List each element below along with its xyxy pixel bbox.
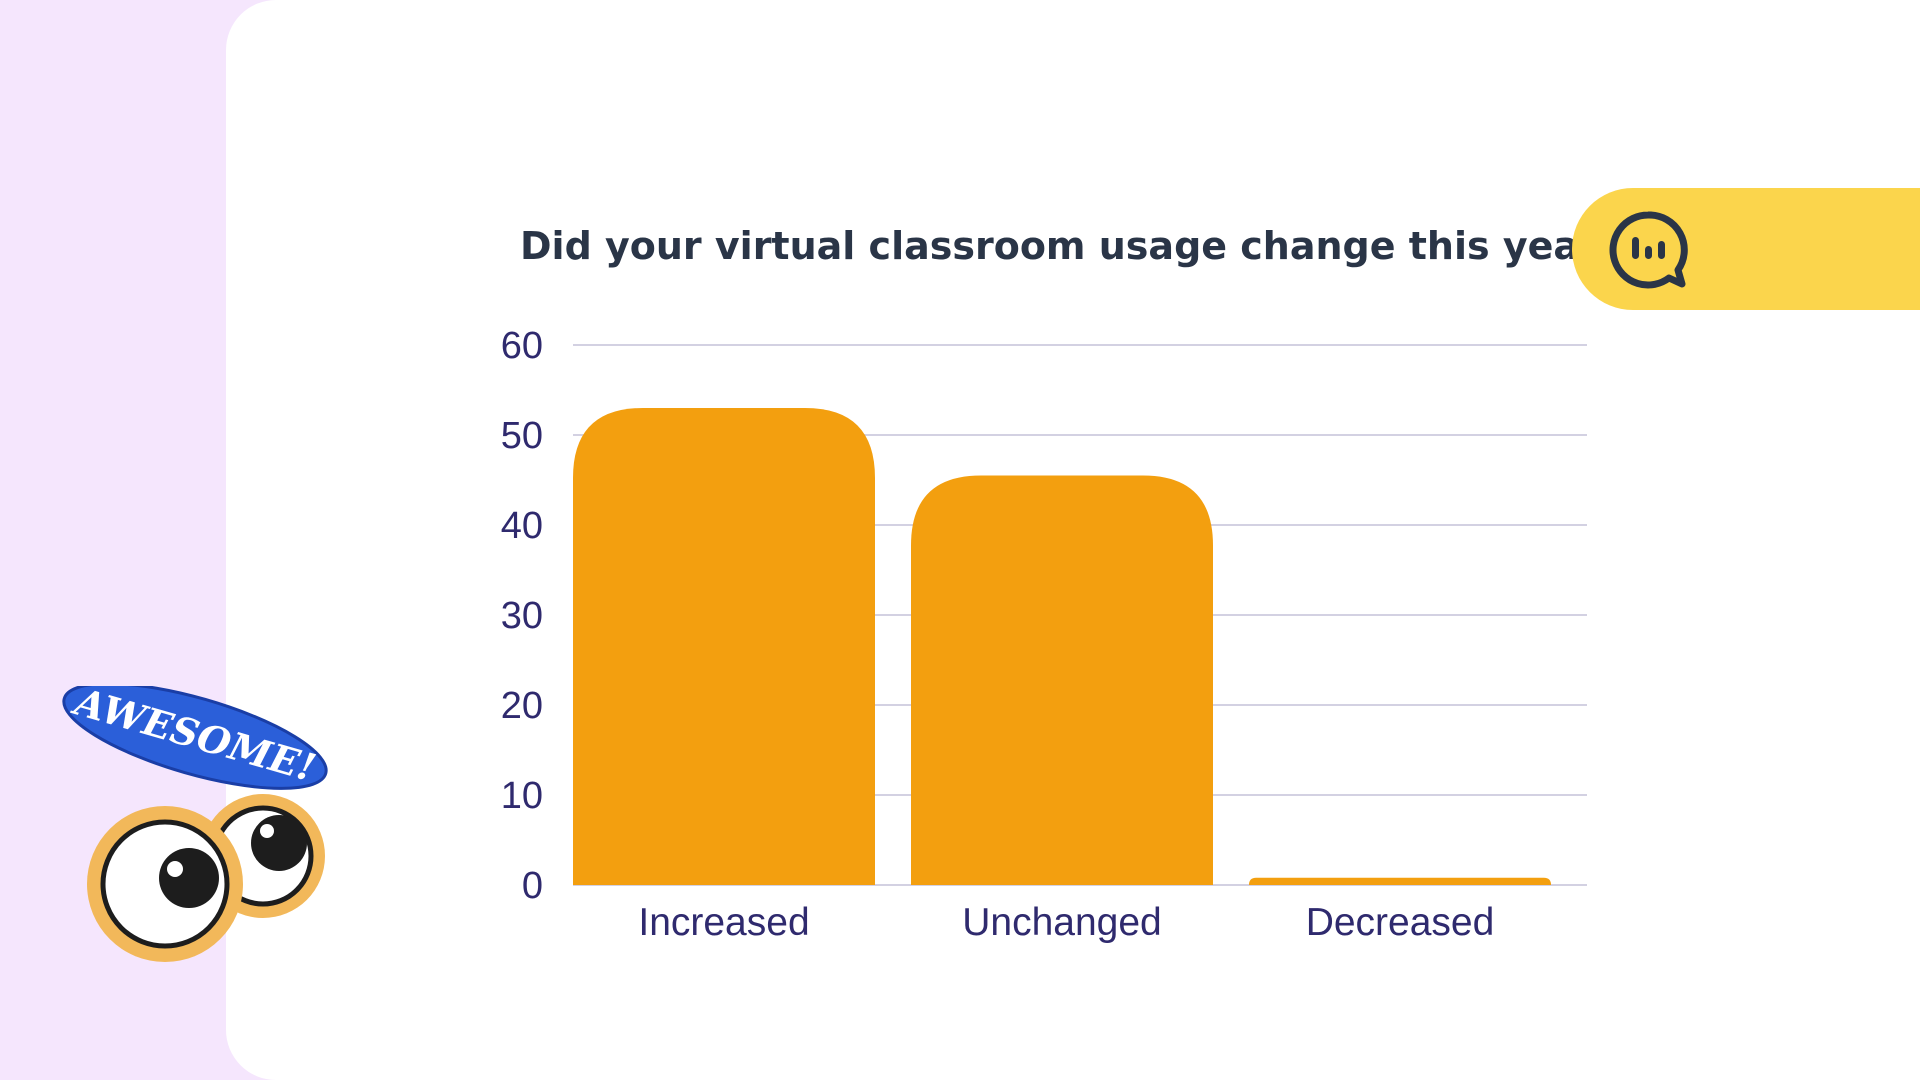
y-tick-label: 30 [501,595,543,637]
poll-tab[interactable] [1572,188,1920,310]
y-tick-label: 20 [501,685,543,727]
chart-title: Did your virtual classroom usage change … [520,224,1620,268]
y-tick-label: 60 [501,325,543,367]
awesome-badge: AWESOME! [62,686,328,790]
x-category-label: Unchanged [962,901,1162,944]
y-tick-label: 50 [501,415,543,457]
y-tick-label: 40 [501,505,543,547]
x-category-label: Decreased [1306,901,1495,944]
y-tick-label: 0 [522,865,543,907]
eyes-icon [87,794,325,962]
x-category-label: Increased [638,901,809,944]
bar-unchanged [911,475,1213,885]
bar-decreased [1249,877,1551,885]
y-tick-label: 10 [501,775,543,817]
awesome-eyes-sticker: AWESOME! [62,686,328,962]
bar-increased [573,408,875,885]
bar-chart-speech-bubble-icon [1609,211,1688,289]
